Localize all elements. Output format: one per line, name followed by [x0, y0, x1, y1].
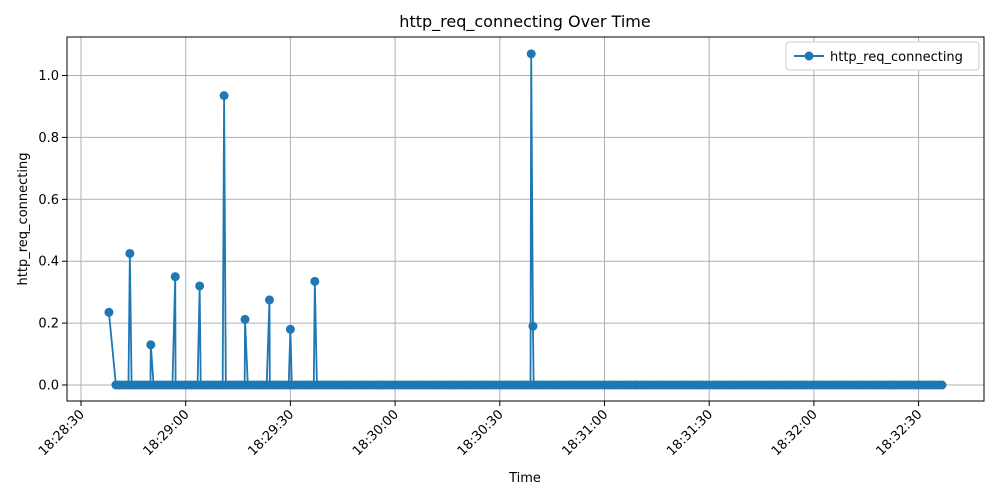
x-tick-label: 18:31:00	[559, 407, 611, 459]
y-tick-label: 0.0	[38, 379, 59, 394]
data-point	[526, 49, 536, 59]
data-point	[240, 314, 250, 324]
x-tick-label: 18:30:30	[455, 407, 507, 459]
legend-box	[785, 41, 980, 71]
data-point	[937, 380, 947, 390]
data-point	[219, 91, 229, 101]
x-tick-label: 18:32:30	[874, 407, 926, 459]
data-point	[285, 324, 295, 334]
y-axis-ticks: 0.0 0.2 0.4 0.6 0.8 1.0	[38, 69, 67, 394]
y-tick-label: 0.4	[38, 255, 59, 270]
series-http-req-connecting	[104, 49, 947, 390]
plot-frame	[66, 36, 985, 402]
data-point	[170, 272, 180, 282]
data-point	[195, 281, 205, 291]
data-point	[125, 248, 135, 258]
legend-label: http_req_connecting	[830, 50, 963, 65]
data-point	[310, 276, 320, 286]
x-tick-label: 18:30:00	[350, 407, 402, 459]
data-point	[104, 307, 114, 317]
y-tick-label: 1.0	[38, 69, 59, 84]
x-tick-label: 18:28:30	[36, 407, 88, 459]
y-tick-label: 0.8	[38, 131, 59, 146]
x-axis-label: Time	[508, 471, 541, 486]
x-tick-label: 18:29:30	[245, 407, 297, 459]
grid	[67, 37, 984, 401]
y-axis-label: http_req_connecting	[16, 153, 31, 286]
legend: http_req_connecting	[785, 41, 980, 71]
x-tick-label: 18:29:00	[141, 407, 193, 459]
x-axis-ticks: 18:28:30 18:29:00 18:29:30 18:30:00 18:30:30…	[36, 401, 925, 459]
series-line	[108, 52, 942, 386]
x-tick-label: 18:31:30	[664, 407, 716, 459]
y-tick-label: 0.2	[38, 317, 59, 332]
data-point	[264, 295, 274, 305]
chart-title: http_req_connecting Over Time	[399, 12, 650, 32]
data-point	[528, 321, 538, 331]
data-point	[146, 340, 156, 350]
x-tick-label: 18:32:00	[769, 407, 821, 459]
y-tick-label: 0.6	[38, 193, 59, 208]
legend-dot-marker	[804, 51, 814, 61]
